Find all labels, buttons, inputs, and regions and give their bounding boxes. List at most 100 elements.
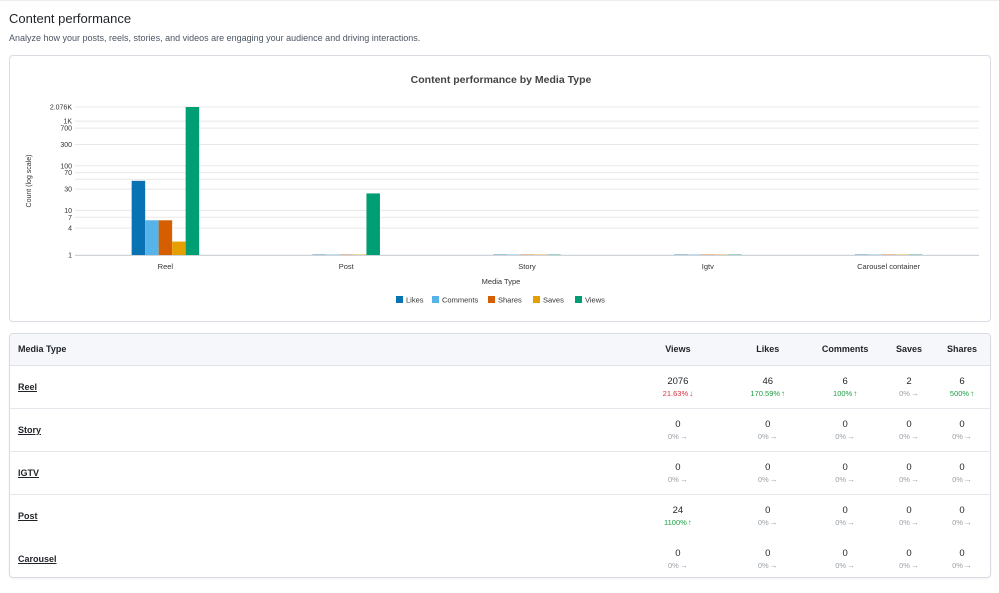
views-value: 0 <box>675 547 681 559</box>
saves-change: 0%→ <box>884 388 934 399</box>
bar-shares <box>158 220 173 255</box>
arrow-right-icon: → <box>963 474 972 484</box>
table-row: Post 24 1100%↑ 0 0%→ 0 0%→ 0 0%→ 0 0%→ <box>10 493 990 537</box>
shares-change: 0%→ <box>934 431 990 442</box>
saves-cell: 2 0%→ <box>884 365 934 408</box>
likes-value: 46 <box>762 375 774 387</box>
bar-comments <box>145 220 159 255</box>
page-subtitle: Analyze how your posts, reels, stories, … <box>9 33 421 43</box>
y-tick-label: 1K <box>63 119 72 126</box>
views-cell: 0 0%→ <box>626 450 730 494</box>
change-percent: 0% <box>667 560 679 570</box>
header-shares[interactable]: Shares <box>934 334 990 366</box>
bar-likes <box>674 254 688 255</box>
change-percent: 0% <box>952 431 963 441</box>
views-cell: 24 1100%↑ <box>626 493 730 537</box>
saves-value: 0 <box>906 418 912 430</box>
media-type-link[interactable]: Post <box>18 510 38 521</box>
likes-cell: 46 170.59%↑ <box>729 365 806 408</box>
y-tick-label: 300 <box>60 142 72 149</box>
arrow-right-icon: → <box>910 431 919 441</box>
bar-likes <box>312 254 326 255</box>
header-views[interactable]: Views <box>626 334 730 366</box>
likes-value: 0 <box>765 461 771 473</box>
media-type-link[interactable]: IGTV <box>18 467 40 478</box>
shares-cell: 0 0%→ <box>934 537 990 577</box>
comments-cell: 0 0%→ <box>806 493 885 537</box>
shares-value: 6 <box>959 375 965 387</box>
arrow-right-icon: → <box>847 431 856 441</box>
header-comments[interactable]: Comments <box>806 334 885 366</box>
legend-swatch <box>432 296 439 303</box>
media-type-table: Media Type Views Likes Comments Saves Sh… <box>9 333 991 578</box>
content-performance-chart: Content performance by Media Type 1 4 710 30… <box>26 74 979 305</box>
arrow-up-icon: ↑ <box>970 388 975 398</box>
y-tick-label: 70 <box>64 170 72 177</box>
comments-value: 0 <box>842 547 848 559</box>
saves-value: 0 <box>906 547 912 559</box>
change-percent: 500% <box>949 388 970 398</box>
media-type-link[interactable]: Carousel <box>18 553 57 564</box>
arrow-up-icon: ↑ <box>781 388 786 398</box>
y-tick-label: 10 <box>64 208 72 215</box>
arrow-right-icon: → <box>847 560 856 570</box>
views-change: 0%→ <box>627 431 730 442</box>
saves-value: 0 <box>906 504 912 516</box>
bar-saves <box>352 254 367 255</box>
shares-change: 500%↑ <box>934 388 990 399</box>
change-percent: 0% <box>835 560 847 570</box>
saves-cell: 0 0%→ <box>884 450 935 494</box>
media-type-link[interactable]: Story <box>18 424 42 435</box>
views-change: 1100%↑ <box>627 517 730 528</box>
change-percent: 0% <box>952 517 963 527</box>
bar-saves <box>533 254 548 255</box>
bar-comments <box>868 254 882 255</box>
comments-change: 0%→ <box>806 474 884 485</box>
likes-value: 0 <box>765 418 771 430</box>
header-media-type[interactable]: Media Type <box>10 334 627 366</box>
shares-change: 0%→ <box>934 474 990 485</box>
x-tick-label: Reel <box>158 262 174 271</box>
bar-shares <box>520 254 534 255</box>
likes-change: 0%→ <box>729 431 806 442</box>
bar-likes <box>131 180 146 255</box>
legend-label: Saves <box>543 296 564 305</box>
views-cell: 2076 21.63%↓ <box>627 365 730 408</box>
arrow-down-icon: ↓ <box>689 388 694 398</box>
views-cell: 0 0%→ <box>627 537 730 577</box>
arrow-right-icon: → <box>769 517 778 527</box>
arrow-right-icon: → <box>910 388 919 398</box>
arrow-right-icon: → <box>910 560 919 570</box>
shares-change: 0%→ <box>934 560 990 571</box>
views-value: 24 <box>672 504 684 516</box>
bar-likes <box>854 254 869 255</box>
y-tick-label: 700 <box>60 126 72 133</box>
y-tick-label: 100 <box>60 163 72 170</box>
header-saves[interactable]: Saves <box>884 334 935 366</box>
shares-value: 0 <box>959 547 965 559</box>
saves-cell: 0 0%→ <box>884 537 934 577</box>
views-value: 2076 <box>667 375 689 387</box>
arrow-right-icon: → <box>963 431 972 441</box>
legend-swatch <box>396 296 403 303</box>
header-likes[interactable]: Likes <box>729 334 807 366</box>
change-percent: 170.59% <box>750 388 781 398</box>
change-percent: 0% <box>835 431 847 441</box>
bar-likes <box>493 254 507 255</box>
comments-cell: 0 0%→ <box>806 407 885 451</box>
change-percent: 100% <box>833 388 853 398</box>
media-type-link[interactable]: Reel <box>18 381 38 392</box>
change-percent: 1100% <box>664 517 687 527</box>
saves-change: 0%→ <box>884 517 934 528</box>
saves-cell: 0 0%→ <box>884 493 935 537</box>
chart-card: Content performance by Media Type 1 4 7 10 30… <box>9 55 991 322</box>
likes-change: 0%→ <box>729 517 806 528</box>
comments-change: 0%→ <box>806 560 884 571</box>
arrow-right-icon: → <box>963 517 972 527</box>
shares-cell: 0 0%→ <box>934 493 990 537</box>
legend-swatch <box>533 296 540 303</box>
views-change: 0%→ <box>627 560 730 571</box>
likes-change: 170.59%↑ <box>729 388 806 399</box>
top-divider <box>0 0 999 1</box>
comments-cell: 0 0%→ <box>806 450 885 494</box>
